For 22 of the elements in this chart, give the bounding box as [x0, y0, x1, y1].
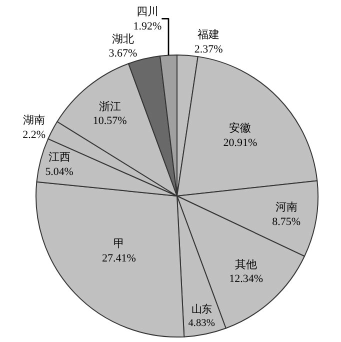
- data-label: 5.04%: [45, 166, 74, 178]
- category-label: 四川: [136, 5, 158, 18]
- data-label: 27.41%: [102, 252, 136, 264]
- data-label: 3.67%: [108, 48, 138, 60]
- data-label: 2.37%: [194, 43, 223, 56]
- category-label: 其他: [235, 258, 258, 271]
- data-label: 4.83%: [188, 318, 216, 329]
- category-label: 湖南: [23, 113, 46, 126]
- data-label: 2.2%: [22, 128, 46, 141]
- category-label: 江西: [48, 152, 70, 164]
- category-label: 安徽: [229, 122, 252, 135]
- data-label: 12.34%: [229, 273, 264, 286]
- category-label: 甲: [113, 238, 124, 250]
- data-label: 8.75%: [272, 216, 301, 228]
- data-label: 10.57%: [92, 115, 127, 128]
- category-label: 湖北: [112, 32, 134, 46]
- category-label: 福建: [198, 28, 220, 42]
- data-label: 1.92%: [133, 20, 162, 32]
- data-label: 20.91%: [223, 137, 258, 150]
- category-label: 山东: [192, 304, 212, 316]
- category-label: 河南: [275, 200, 298, 214]
- category-label: 浙江: [98, 100, 121, 113]
